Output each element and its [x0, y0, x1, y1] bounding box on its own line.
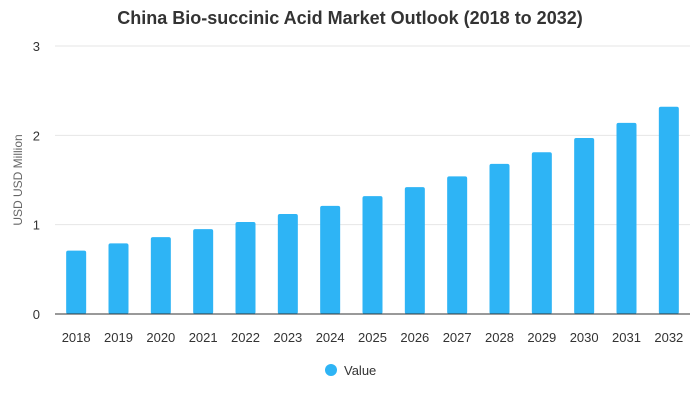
legend-swatch	[325, 364, 337, 376]
x-tick-label: 2021	[189, 330, 218, 345]
y-tick-label: 0	[33, 307, 40, 322]
y-tick-label: 3	[33, 39, 40, 54]
bar-2027[interactable]	[447, 176, 468, 314]
x-tick-label: 2025	[358, 330, 387, 345]
bars	[66, 106, 679, 315]
x-tick-label: 2030	[570, 330, 599, 345]
bar-2018[interactable]	[66, 250, 87, 314]
bar-2025[interactable]	[362, 196, 383, 314]
bar-2032[interactable]	[658, 106, 679, 314]
bar-2021[interactable]	[193, 229, 214, 314]
bar-2030[interactable]	[574, 138, 595, 314]
x-tick-label: 2019	[104, 330, 133, 345]
x-tick-label: 2028	[485, 330, 514, 345]
y-tick-label: 1	[33, 218, 40, 233]
x-tick-label: 2026	[400, 330, 429, 345]
y-axis-title: USD USD Million	[11, 134, 25, 225]
x-tick-label: 2029	[527, 330, 556, 345]
bar-2023[interactable]	[277, 213, 298, 314]
bar-2031[interactable]	[616, 122, 637, 315]
chart-title: China Bio-succinic Acid Market Outlook (…	[117, 8, 583, 28]
bar-2019[interactable]	[108, 243, 129, 314]
x-tick-label: 2018	[62, 330, 91, 345]
bar-2020[interactable]	[150, 237, 171, 314]
bar-2028[interactable]	[489, 163, 510, 314]
bar-2024[interactable]	[320, 205, 341, 314]
bar-2026[interactable]	[404, 187, 425, 314]
legend[interactable]: Value	[325, 363, 376, 378]
x-tick-label: 2031	[612, 330, 641, 345]
y-tick-label: 2	[33, 128, 40, 143]
legend-label: Value	[344, 363, 376, 378]
bar-2022[interactable]	[235, 221, 256, 314]
y-axis-ticks: 0 1 2 3	[33, 39, 40, 322]
x-tick-label: 2022	[231, 330, 260, 345]
x-tick-label: 2032	[654, 330, 683, 345]
x-tick-label: 2024	[316, 330, 345, 345]
bar-2029[interactable]	[531, 152, 552, 314]
x-tick-label: 2027	[443, 330, 472, 345]
x-tick-label: 2020	[146, 330, 175, 345]
x-axis-ticks: 2018 2019 2020 2021 2022 2023 2024 2025 2026 2027…	[62, 330, 684, 345]
x-tick-label: 2023	[273, 330, 302, 345]
